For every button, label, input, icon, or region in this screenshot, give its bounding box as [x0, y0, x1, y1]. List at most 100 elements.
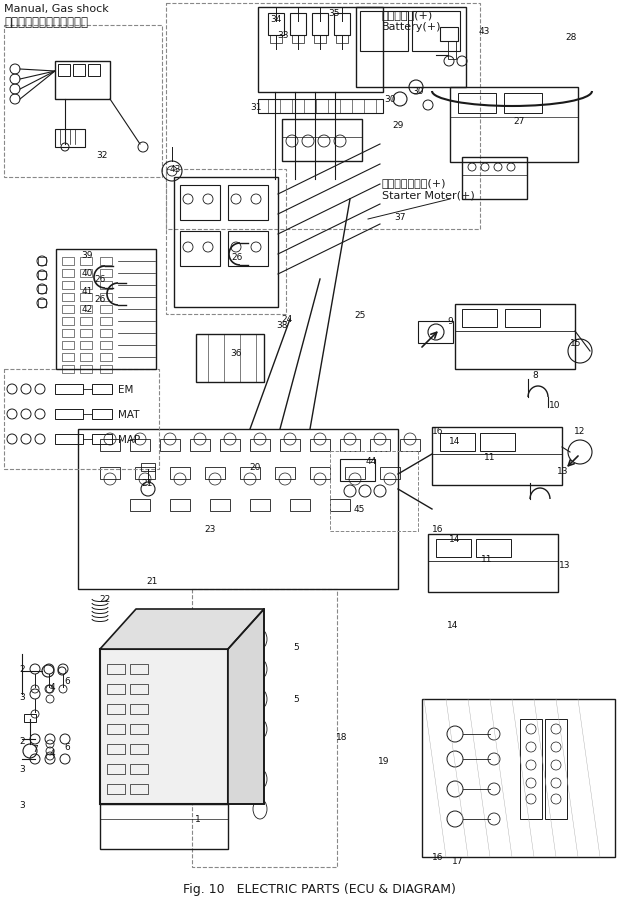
- Bar: [170, 468, 190, 479]
- Bar: [88, 65, 100, 77]
- Text: 1: 1: [195, 815, 201, 824]
- Text: MAT: MAT: [118, 410, 139, 420]
- Bar: [418, 321, 453, 344]
- Bar: [480, 433, 515, 452]
- Bar: [180, 186, 220, 220]
- Bar: [55, 62, 110, 100]
- Bar: [428, 535, 558, 592]
- Text: 43: 43: [479, 27, 489, 36]
- Bar: [130, 440, 150, 452]
- Bar: [170, 499, 190, 511]
- Text: 5: 5: [293, 643, 299, 652]
- Bar: [141, 463, 155, 471]
- Bar: [80, 282, 92, 290]
- Text: 6: 6: [64, 676, 70, 685]
- Text: 14: 14: [449, 535, 461, 544]
- Bar: [130, 744, 148, 754]
- Bar: [55, 130, 85, 148]
- Text: 2: 2: [19, 737, 25, 746]
- Bar: [38, 257, 46, 265]
- Bar: [250, 440, 270, 452]
- Bar: [73, 65, 85, 77]
- Bar: [440, 433, 475, 452]
- Bar: [310, 468, 330, 479]
- Bar: [4, 26, 162, 178]
- Bar: [56, 250, 156, 369]
- Bar: [100, 341, 112, 349]
- Bar: [282, 120, 362, 162]
- Text: 21: 21: [141, 479, 153, 488]
- Bar: [100, 318, 112, 326]
- Bar: [462, 310, 497, 328]
- Bar: [80, 318, 92, 326]
- Bar: [38, 272, 46, 280]
- Text: 29: 29: [392, 121, 404, 130]
- Text: 39: 39: [81, 250, 93, 259]
- Text: バッテリー(+): バッテリー(+): [382, 10, 433, 20]
- Bar: [80, 293, 92, 302]
- Bar: [92, 434, 112, 444]
- Bar: [436, 539, 471, 557]
- Bar: [62, 341, 74, 349]
- Bar: [455, 304, 575, 369]
- Text: 2: 2: [19, 665, 25, 674]
- Text: 23: 23: [204, 525, 216, 534]
- Bar: [505, 310, 540, 328]
- Bar: [130, 499, 150, 511]
- Bar: [196, 335, 264, 383]
- Bar: [220, 440, 240, 452]
- Bar: [356, 8, 466, 88]
- Text: Starter Moter(+): Starter Moter(+): [382, 190, 475, 200]
- Text: 20: 20: [249, 463, 261, 472]
- Text: 4: 4: [49, 749, 55, 758]
- Bar: [130, 704, 148, 714]
- Bar: [336, 36, 348, 44]
- Text: 45: 45: [353, 505, 365, 514]
- Bar: [80, 270, 92, 278]
- Bar: [100, 804, 228, 849]
- Polygon shape: [228, 610, 264, 804]
- Text: 43: 43: [169, 165, 181, 174]
- Text: 16: 16: [432, 427, 443, 436]
- Bar: [340, 460, 375, 481]
- Text: 27: 27: [513, 117, 525, 126]
- Text: 13: 13: [557, 467, 569, 476]
- Text: 9: 9: [447, 317, 453, 326]
- Bar: [80, 257, 92, 265]
- Text: 6: 6: [64, 742, 70, 751]
- Text: 41: 41: [81, 287, 93, 296]
- Bar: [78, 430, 398, 590]
- Text: 3: 3: [19, 693, 25, 702]
- Bar: [107, 764, 125, 774]
- Bar: [334, 14, 350, 36]
- Text: 30: 30: [384, 96, 396, 105]
- Bar: [100, 649, 228, 804]
- Bar: [107, 724, 125, 734]
- Text: 3: 3: [19, 765, 25, 774]
- Bar: [345, 468, 365, 479]
- Bar: [210, 499, 230, 511]
- Bar: [448, 42, 456, 60]
- Bar: [80, 354, 92, 361]
- Text: 35: 35: [328, 10, 340, 18]
- Bar: [62, 354, 74, 361]
- Bar: [228, 186, 268, 220]
- Bar: [312, 14, 328, 36]
- Bar: [55, 434, 83, 444]
- Text: 25: 25: [354, 312, 366, 321]
- Text: 15: 15: [570, 340, 581, 349]
- Bar: [476, 539, 511, 557]
- Text: 26: 26: [231, 253, 243, 262]
- Bar: [62, 257, 74, 265]
- Text: 22: 22: [100, 595, 111, 604]
- Bar: [55, 410, 83, 420]
- Bar: [450, 88, 578, 163]
- Bar: [258, 100, 383, 114]
- Bar: [62, 270, 74, 278]
- Bar: [80, 366, 92, 374]
- Text: 10: 10: [550, 401, 561, 410]
- Bar: [100, 293, 112, 302]
- Bar: [100, 270, 112, 278]
- Bar: [166, 170, 286, 314]
- Bar: [432, 427, 562, 486]
